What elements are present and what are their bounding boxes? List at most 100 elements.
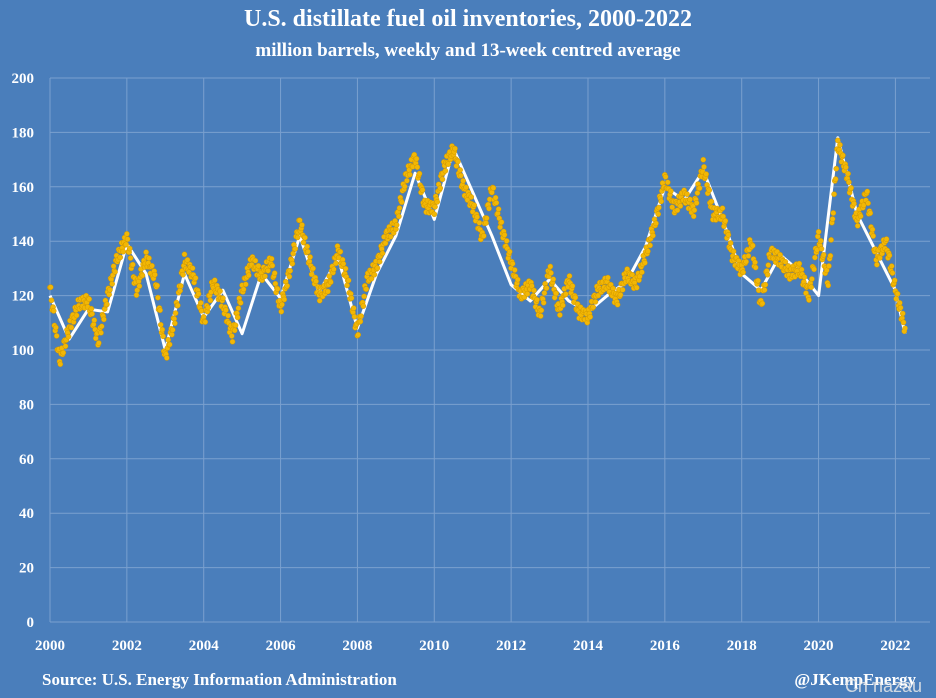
weekly-point [401,183,408,190]
weekly-point [812,254,818,261]
weekly-point [361,293,367,300]
weekly-point [281,296,288,303]
weekly-point [225,312,231,319]
weekly-point [104,301,110,308]
weekly-point [867,210,874,216]
weekly-point [725,232,732,238]
weekly-point [877,255,883,261]
weekly-point [439,176,446,183]
weekly-point [407,171,413,178]
weekly-point [460,177,466,184]
weekly-point [550,276,557,283]
weekly-point [268,255,275,262]
y-tick-label: 80 [19,397,34,413]
weekly-point [634,284,640,291]
weekly-point [897,300,903,306]
weekly-point [245,272,252,279]
weekly-point [455,158,461,165]
weekly-point [73,312,80,319]
weekly-point [172,320,178,327]
weekly-point [828,237,834,243]
weekly-point [413,155,420,162]
weekly-point [590,304,597,311]
weekly-point [289,260,296,267]
weekly-point [296,217,303,224]
weekly-point [136,283,143,289]
weekly-point [827,252,834,259]
weekly-point [344,282,350,289]
weekly-point [820,251,827,258]
x-tick-label: 2010 [419,638,449,654]
weekly-point [310,265,316,272]
weekly-point [160,333,166,340]
weekly-point [316,297,323,304]
weekly-point [91,317,98,324]
weekly-point [665,179,671,186]
weekly-point [434,199,441,205]
x-tick-label: 2020 [804,638,834,654]
weekly-point [129,261,136,268]
weekly-point [112,269,118,275]
weekly-point [476,219,483,226]
weekly-point [483,215,490,221]
weekly-point [703,171,710,177]
weekly-point [691,207,698,213]
weekly-point [211,277,218,284]
weekly-point [653,220,659,227]
weekly-point [287,267,294,274]
weekly-point [719,205,726,211]
weekly-point [146,255,152,262]
weekly-point [89,311,95,317]
weekly-point [492,194,499,201]
weekly-point [572,294,579,301]
weekly-point [307,254,313,260]
weekly-point [387,233,394,240]
weekly-point [165,336,171,343]
weekly-point [480,233,487,239]
weekly-point [730,248,737,255]
weekly-point [506,248,513,255]
weekly-point [458,172,464,179]
weekly-point [524,291,531,297]
weekly-point [806,297,812,303]
weekly-point [750,242,756,249]
weekly-point [368,275,375,282]
weekly-dots-group [47,137,908,368]
weekly-point [192,275,199,281]
weekly-point [327,279,334,285]
weekly-point [65,333,72,340]
weekly-point [647,242,653,249]
weekly-point [181,251,188,258]
weekly-point [98,323,105,330]
x-tick-label: 2006 [266,638,297,654]
weekly-point [547,263,554,270]
x-tick-label: 2022 [880,638,910,654]
weekly-point [342,265,349,272]
weekly-point [900,319,907,326]
weekly-point [592,298,599,305]
weekly-point [340,260,347,267]
weekly-point [684,191,690,197]
weekly-point [442,167,449,174]
weekly-point [53,333,60,339]
weekly-point [229,338,236,345]
weekly-point [348,295,355,301]
weekly-point [857,213,864,219]
weekly-point [854,222,861,229]
weekly-point [538,307,545,314]
weekly-point [163,355,170,361]
weekly-point [897,304,904,311]
weekly-point [755,277,761,284]
weekly-point [740,269,747,276]
weekly-point [98,329,104,336]
y-tick-label: 200 [12,71,35,87]
weekly-point [149,262,155,269]
weekly-point [395,213,402,220]
weekly-point [515,276,521,283]
weekly-point [255,262,262,269]
weekly-point [694,190,701,196]
weekly-point [57,361,64,368]
weekly-point [495,206,502,212]
weekly-point [557,312,563,318]
